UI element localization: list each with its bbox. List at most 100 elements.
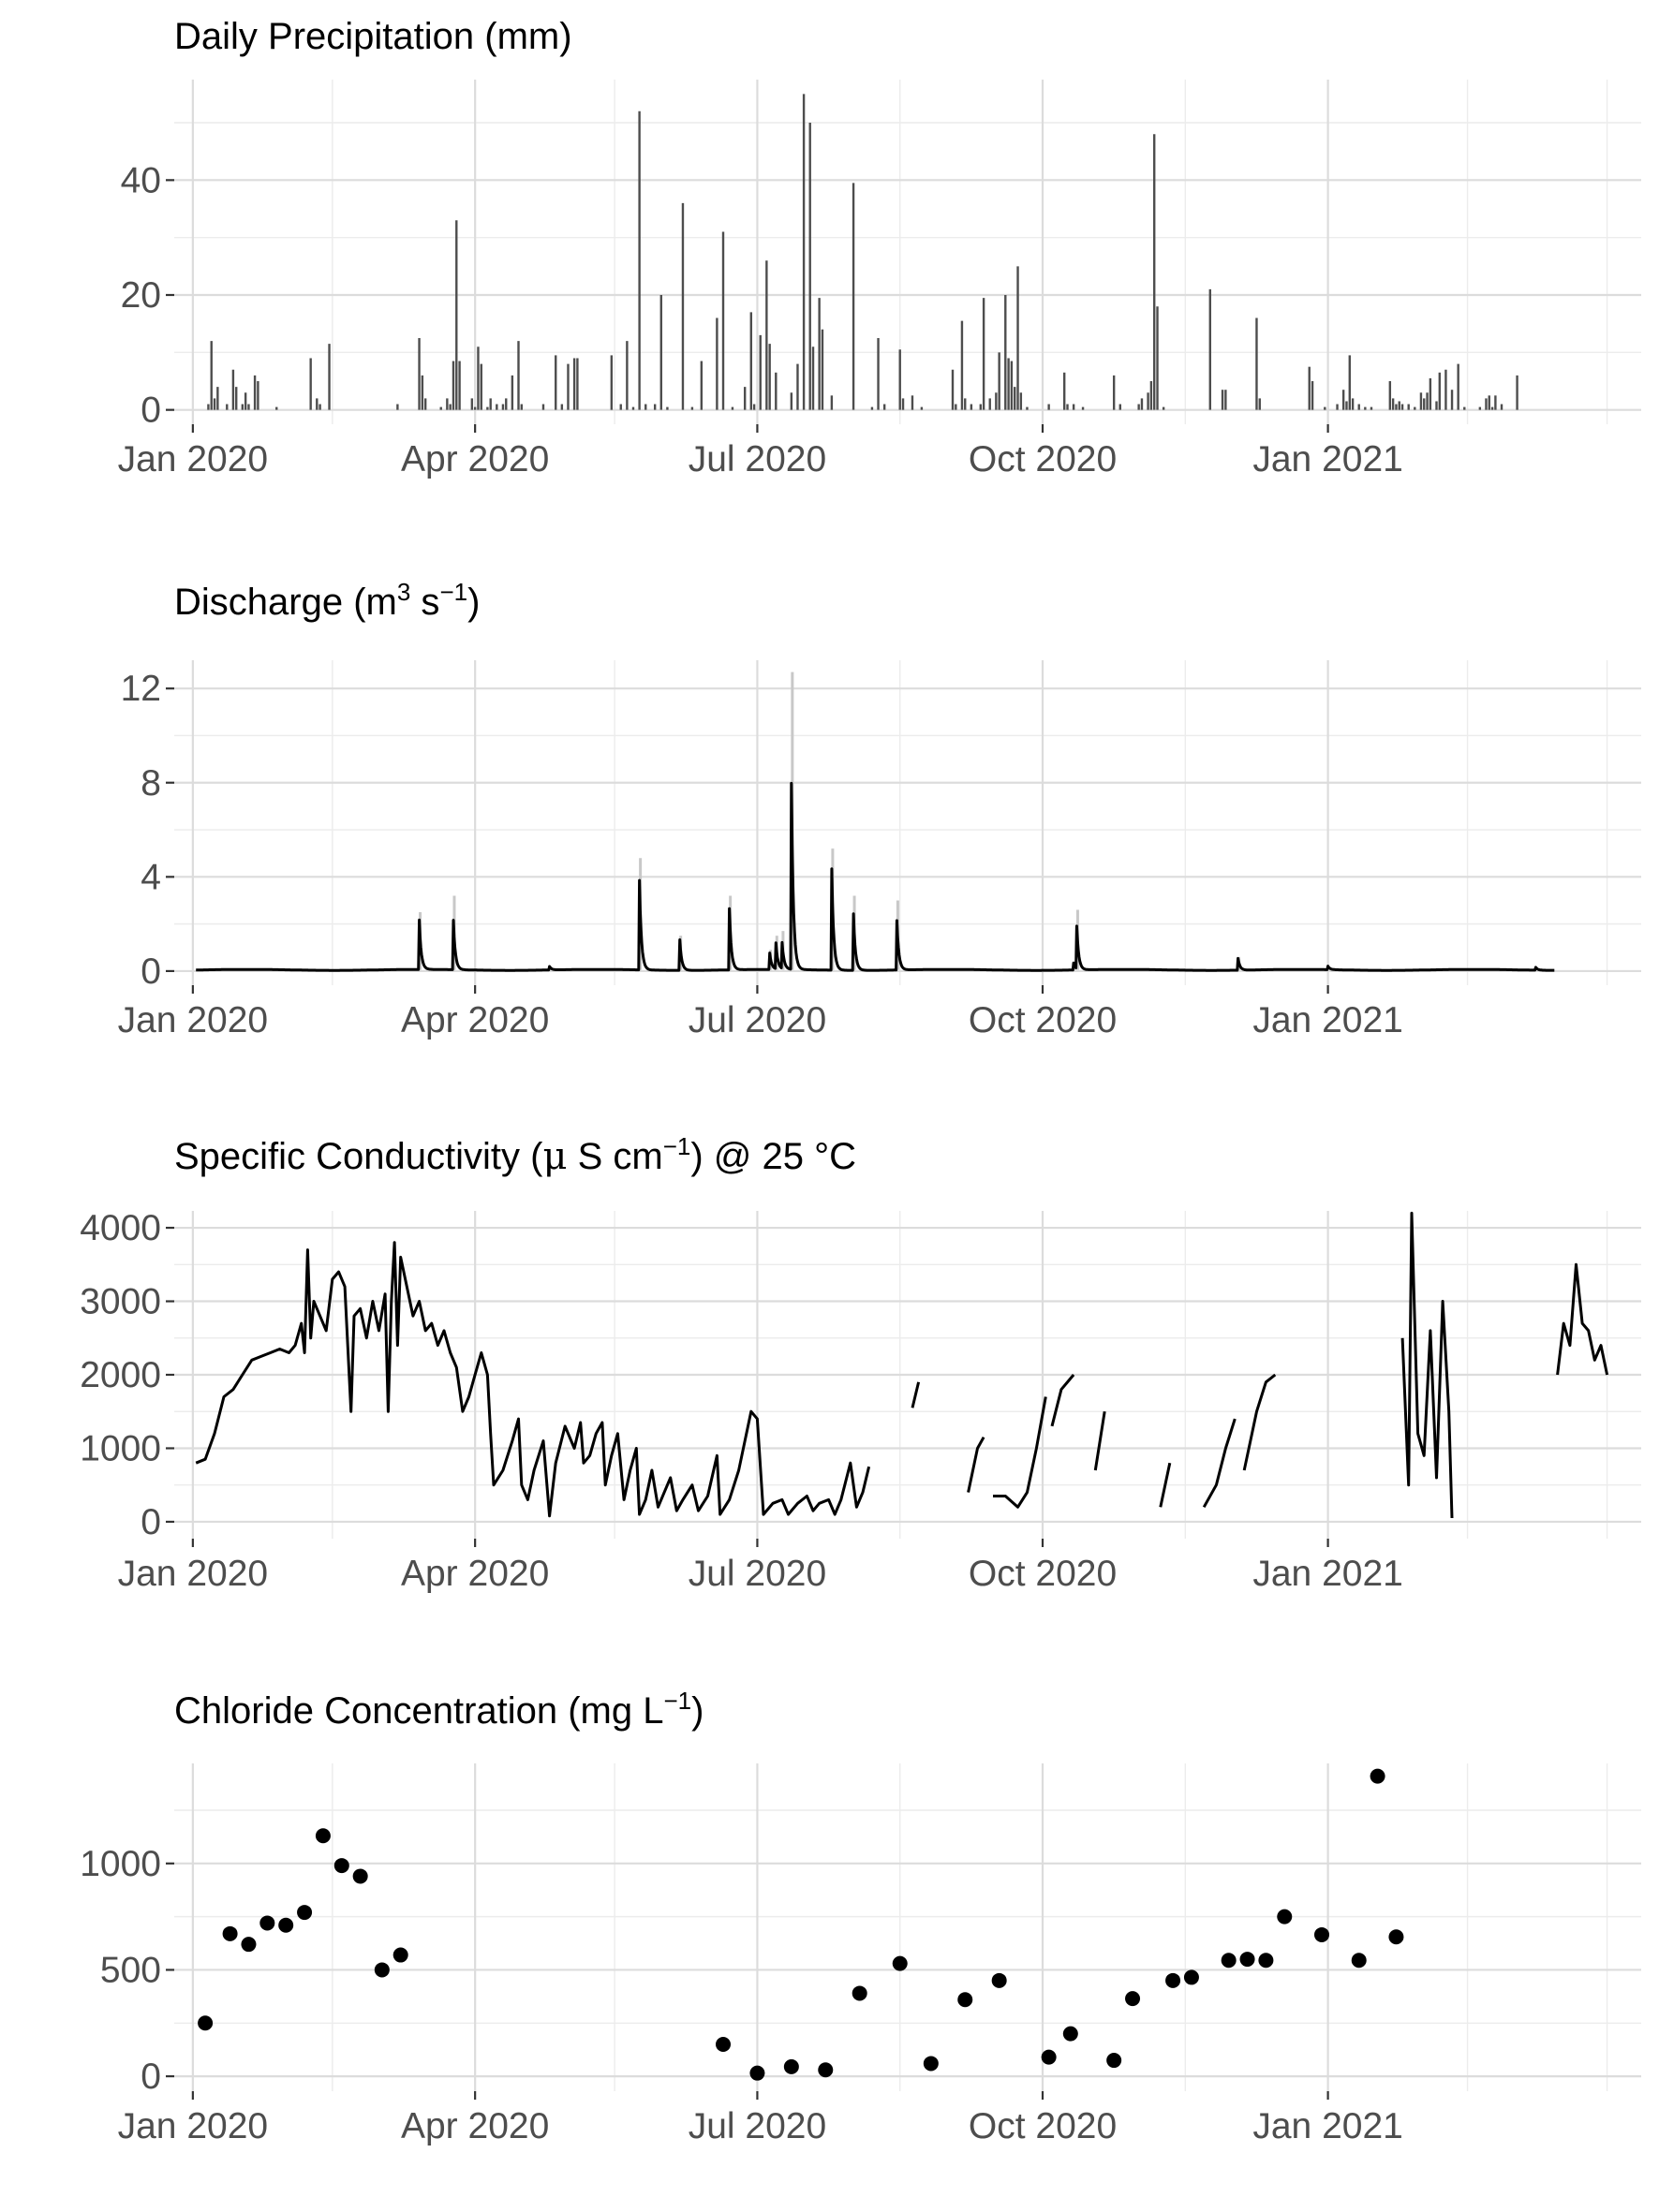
y-tick-label: 1000 bbox=[80, 1428, 161, 1468]
conductivity-line bbox=[993, 1396, 1047, 1509]
chloride-point bbox=[1388, 1929, 1404, 1945]
x-tick-label: Jul 2020 bbox=[689, 1554, 826, 1594]
x-tick-label: Jul 2020 bbox=[689, 439, 826, 479]
conductivity-title: Specific Conductivity (μ S cm−1) @ 25 °C bbox=[174, 1132, 856, 1178]
x-tick-label: Jan 2020 bbox=[118, 2106, 268, 2146]
chloride-point bbox=[923, 2056, 939, 2072]
conductivity-series bbox=[195, 1211, 1609, 1519]
precipitation-grid bbox=[174, 80, 1641, 424]
x-tick-label: Jan 2021 bbox=[1252, 1554, 1402, 1594]
chloride-point bbox=[1221, 1953, 1237, 1969]
x-tick-label: Jan 2021 bbox=[1252, 2106, 1402, 2146]
conductivity-line bbox=[1050, 1374, 1075, 1427]
discharge-series bbox=[195, 671, 1555, 972]
y-tick-label: 4 bbox=[141, 857, 161, 897]
x-tick-label: Jan 2020 bbox=[118, 1554, 268, 1594]
chloride-point bbox=[1277, 1909, 1293, 1924]
y-tick-label: 0 bbox=[141, 1502, 161, 1542]
x-tick-label: Apr 2020 bbox=[401, 2106, 549, 2146]
conductivity-line bbox=[1202, 1418, 1237, 1509]
precipitation-title: Daily Precipitation (mm) bbox=[174, 16, 572, 57]
y-tick-label: 1000 bbox=[80, 1844, 161, 1884]
chloride-point bbox=[1370, 1768, 1385, 1784]
chloride-point bbox=[393, 1947, 408, 1963]
chloride-point bbox=[297, 1905, 313, 1921]
conductivity-line bbox=[1400, 1211, 1454, 1519]
chloride-point bbox=[1165, 1972, 1181, 1988]
x-tick-label: Jan 2020 bbox=[118, 1000, 268, 1040]
chloride-point bbox=[352, 1868, 368, 1884]
chloride-grid bbox=[174, 1763, 1641, 2091]
chloride-point bbox=[1239, 1952, 1255, 1968]
chloride-point bbox=[892, 1955, 908, 1971]
chloride-point bbox=[749, 2065, 765, 2081]
x-tick-label: Jan 2021 bbox=[1252, 439, 1402, 479]
y-tick-label: 4000 bbox=[80, 1208, 161, 1248]
chloride-point bbox=[1351, 1953, 1367, 1969]
chloride-point bbox=[716, 2037, 732, 2052]
discharge-line bbox=[195, 781, 1555, 972]
chloride-point bbox=[1258, 1953, 1274, 1969]
chloride-point bbox=[333, 1858, 349, 1874]
chloride-point bbox=[783, 2058, 799, 2074]
x-tick-label: Jul 2020 bbox=[689, 2106, 826, 2146]
x-tick-label: Jul 2020 bbox=[689, 1000, 826, 1040]
x-tick-label: Oct 2020 bbox=[969, 2106, 1117, 2146]
chloride-point bbox=[991, 1972, 1007, 1988]
y-tick-label: 3000 bbox=[80, 1282, 161, 1322]
chloride-panel: Chloride Concentration (mg L−1) 0 500 1000… bbox=[80, 1687, 1641, 2146]
x-tick-label: Oct 2020 bbox=[969, 439, 1117, 479]
precipitation-bars bbox=[207, 94, 1518, 410]
x-tick-label: Jan 2021 bbox=[1252, 1000, 1402, 1040]
y-tick-label: 40 bbox=[121, 160, 161, 200]
conductivity-line bbox=[195, 1241, 871, 1518]
chloride-point bbox=[818, 2062, 834, 2078]
y-tick-label: 0 bbox=[141, 391, 161, 431]
y-tick-label: 12 bbox=[121, 669, 161, 709]
chloride-title: Chloride Concentration (mg L−1) bbox=[174, 1687, 704, 1732]
chloride-point bbox=[315, 1828, 331, 1844]
chloride-point bbox=[1313, 1926, 1329, 1942]
chloride-point bbox=[1041, 2049, 1057, 2065]
chloride-point bbox=[1062, 2026, 1078, 2042]
discharge-axes: 0 4 8 12 Jan 2020 Apr 2020 Jul 2020 Oct 2020 Jan… bbox=[118, 669, 1403, 1040]
x-tick-label: Oct 2020 bbox=[969, 1000, 1117, 1040]
y-tick-label: 0 bbox=[141, 2057, 161, 2097]
x-tick-label: Apr 2020 bbox=[401, 1554, 549, 1594]
x-tick-label: Oct 2020 bbox=[969, 1554, 1117, 1594]
conductivity-line bbox=[1093, 1410, 1106, 1471]
chloride-point bbox=[374, 1962, 390, 1978]
chloride-point bbox=[852, 1985, 867, 2001]
chloride-point bbox=[957, 1992, 973, 2008]
y-tick-label: 500 bbox=[100, 1950, 161, 1990]
precipitation-panel: Daily Precipitation (mm) 0 20 40 Jan 2020 Ap… bbox=[118, 16, 1641, 479]
chloride-axes: 0 500 1000 Jan 2020 Apr 2020 Jul 2020 Oct 2020… bbox=[80, 1844, 1403, 2146]
y-tick-label: 20 bbox=[121, 275, 161, 316]
conductivity-grid bbox=[174, 1211, 1641, 1539]
discharge-panel: Discharge (m3 s−1) 0 4 8 12 Jan 2020 Apr 2020… bbox=[118, 578, 1641, 1040]
chloride-point bbox=[259, 1915, 275, 1931]
x-tick-label: Apr 2020 bbox=[401, 1000, 549, 1040]
chloride-point bbox=[1106, 2053, 1122, 2069]
conductivity-line bbox=[1556, 1262, 1609, 1376]
precipitation-axes: 0 20 40 Jan 2020 Apr 2020 Jul 2020 Oct 2020 Jan… bbox=[118, 160, 1403, 479]
conductivity-line bbox=[1159, 1462, 1172, 1508]
x-tick-label: Jan 2020 bbox=[118, 439, 268, 479]
chloride-point bbox=[1183, 1969, 1199, 1985]
y-tick-label: 0 bbox=[141, 951, 161, 992]
chloride-points bbox=[198, 1768, 1404, 2081]
discharge-grid bbox=[174, 660, 1641, 985]
chloride-point bbox=[222, 1925, 238, 1941]
conductivity-line bbox=[967, 1436, 985, 1493]
y-tick-label: 2000 bbox=[80, 1355, 161, 1395]
chloride-point bbox=[241, 1937, 257, 1953]
conductivity-line bbox=[1242, 1373, 1277, 1471]
discharge-title: Discharge (m3 s−1) bbox=[174, 578, 480, 623]
y-tick-label: 8 bbox=[141, 763, 161, 804]
chloride-point bbox=[1125, 1991, 1141, 2007]
chloride-point bbox=[278, 1917, 294, 1933]
x-tick-label: Apr 2020 bbox=[401, 439, 549, 479]
conductivity-line bbox=[911, 1381, 921, 1408]
conductivity-panel: Specific Conductivity (μ S cm−1) @ 25 °C… bbox=[80, 1132, 1641, 1594]
